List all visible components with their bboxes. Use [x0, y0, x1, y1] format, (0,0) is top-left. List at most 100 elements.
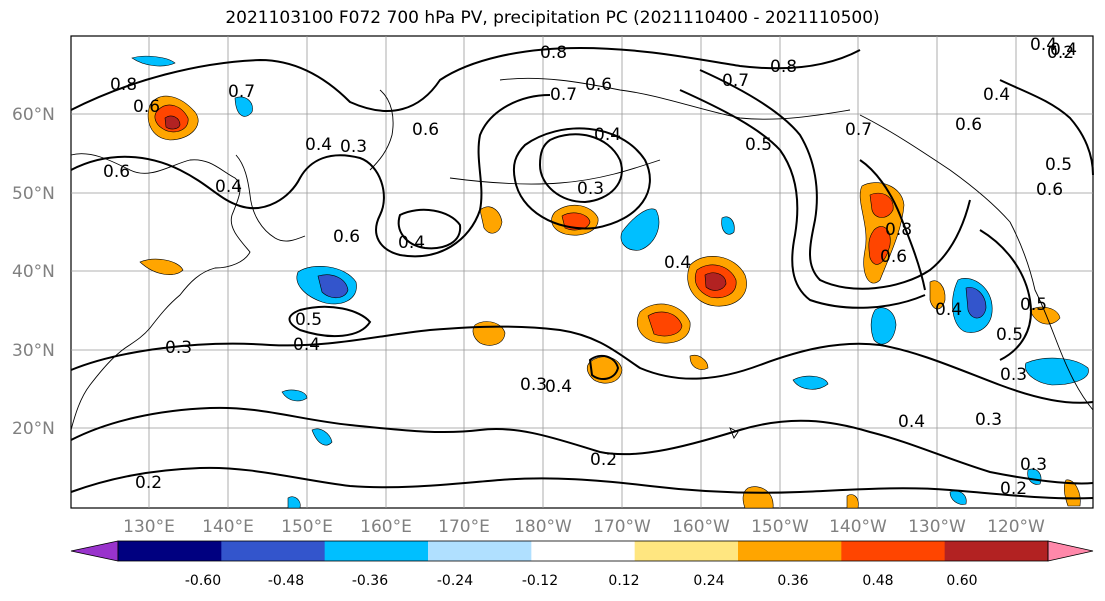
contour-label: 0.6 — [333, 227, 360, 247]
contour-label: 0.3 — [975, 410, 1002, 430]
contour-label: 0.6 — [133, 97, 160, 117]
lon-tick-label: 170°E — [438, 517, 490, 537]
precip-negative-area — [234, 96, 253, 117]
pv-contour-line — [538, 133, 623, 204]
contour-label: 0.2 — [1047, 43, 1074, 63]
contour-label: 0.2 — [135, 473, 162, 493]
asia-coastline — [70, 153, 251, 431]
contour-label: 0.6 — [585, 75, 612, 95]
precip-positive-area — [846, 494, 859, 509]
precip-negative-area — [792, 375, 829, 390]
lat-tick-label: 30°N — [12, 341, 55, 361]
pv-contour-line — [979, 229, 1032, 361]
lat-tick-label: 40°N — [12, 262, 55, 282]
lon-tick-label: 180°W — [514, 517, 572, 537]
precip-positive-area — [704, 272, 727, 291]
lon-tick-label: 150°W — [751, 517, 809, 537]
colorbar-tick-labels: -0.60 -0.48 -0.36 -0.24 -0.12 0.12 0.24 … — [185, 573, 978, 589]
alaska-coastline — [499, 77, 851, 120]
contour-label: 0.6 — [880, 247, 907, 267]
colorbar-tick-label: -0.12 — [522, 573, 558, 589]
lon-tick-label: 170°W — [593, 517, 651, 537]
contour-label: 0.4 — [1050, 40, 1077, 60]
contour-label: 0.4 — [293, 335, 320, 355]
japan-coastline — [235, 154, 306, 242]
colorbar-tick-label: -0.36 — [352, 573, 388, 589]
map-title: 2021103100 F072 700 hPa PV, precipitatio… — [225, 8, 880, 28]
colorbar-tick-label: -0.24 — [437, 573, 473, 589]
contour-labels: 0.8 0.6 0.7 0.4 0.3 0.6 0.6 0.4 0.4 0.5 … — [103, 35, 1077, 499]
pv-contour-line — [70, 325, 1094, 404]
precip-negative-area — [281, 389, 308, 402]
colorbar-tick-label: 0.60 — [946, 573, 977, 589]
precip-positive-area — [139, 258, 184, 275]
kamchatka-coastline — [369, 89, 394, 171]
colorbar-cell — [118, 541, 222, 561]
colorbar-tick-label: 0.48 — [862, 573, 893, 589]
contour-label: 0.6 — [412, 120, 439, 140]
pv-contour-line — [288, 305, 372, 338]
precip-negative-area — [620, 208, 660, 251]
contour-label: 0.5 — [1045, 155, 1072, 175]
colorbar: -0.60 -0.48 -0.36 -0.24 -0.12 0.12 0.24 … — [70, 540, 1094, 589]
contour-label: 0.3 — [1020, 455, 1047, 475]
precip-negative-area — [721, 216, 735, 235]
map-panel: 0.8 0.6 0.7 0.4 0.3 0.6 0.6 0.4 0.4 0.5 … — [12, 35, 1094, 537]
contour-label: 0.6 — [955, 115, 982, 135]
colorbar-tick-label: 0.24 — [693, 573, 724, 589]
precip-negative-area — [311, 428, 333, 446]
contour-label: 0.2 — [590, 450, 617, 470]
contour-label: 0.3 — [577, 179, 604, 199]
colorbar-cells — [70, 540, 1094, 562]
contour-label: 0.3 — [1000, 365, 1027, 385]
contour-label: 0.4 — [594, 125, 621, 145]
colorbar-tick-label: 0.12 — [608, 573, 639, 589]
colorbar-cell — [531, 541, 636, 561]
contour-label: 0.4 — [898, 412, 925, 432]
lon-tick-label: 140°E — [202, 517, 254, 537]
pv-contour-line — [70, 406, 1094, 485]
contour-label: 0.6 — [103, 162, 130, 182]
precip-negative-area — [317, 274, 349, 299]
pv-contours — [70, 46, 1094, 500]
gridlines — [71, 36, 1093, 508]
pv-contour-line — [397, 208, 462, 250]
lon-tick-label: 150°E — [281, 517, 333, 537]
contour-label: 0.4 — [935, 300, 962, 320]
colorbar-cell — [841, 541, 946, 561]
contour-label: 0.5 — [996, 325, 1023, 345]
lon-tick-label: 130°E — [123, 517, 175, 537]
precip-positive-area — [647, 311, 683, 337]
contour-label: 0.7 — [722, 71, 749, 91]
precip-negative-area — [131, 55, 176, 67]
contour-label: 0.4 — [983, 85, 1010, 105]
longitude-labels: 130°E 140°E 150°E 160°E 170°E 180°W 170°… — [123, 517, 1045, 537]
contour-label: 0.5 — [1020, 295, 1047, 315]
map-frame — [70, 35, 1094, 509]
contour-label: 0.2 — [1000, 479, 1027, 499]
colorbar-cell — [944, 541, 1049, 561]
pv-contour-line — [70, 46, 861, 112]
contour-label: 0.3 — [520, 375, 547, 395]
colorbar-cell — [738, 541, 842, 561]
contour-label: 0.5 — [745, 135, 772, 155]
colorbar-tick-label: -0.48 — [268, 573, 304, 589]
colorbar-extend-high — [1047, 540, 1094, 562]
colorbar-cell — [221, 541, 326, 561]
precip-negative-area — [965, 287, 987, 319]
contour-label: 0.3 — [165, 338, 192, 358]
precip-positive-area — [869, 192, 894, 218]
lat-tick-label: 50°N — [12, 184, 55, 204]
contour-label: 0.5 — [295, 310, 322, 330]
lon-tick-label: 140°W — [829, 517, 887, 537]
pv-contour-line — [70, 94, 551, 258]
pv-contour-line — [588, 354, 620, 381]
precip-positive-area — [561, 212, 591, 231]
contour-label: 0.4 — [398, 233, 425, 253]
precip-positive-area — [868, 226, 891, 265]
colorbar-tick-label: -0.60 — [185, 573, 221, 589]
lon-tick-label: 160°W — [672, 517, 730, 537]
lon-tick-label: 130°W — [908, 517, 966, 537]
pv-contour-line — [999, 79, 1094, 176]
latitude-labels: 60°N 50°N 40°N 30°N 20°N — [12, 105, 55, 439]
